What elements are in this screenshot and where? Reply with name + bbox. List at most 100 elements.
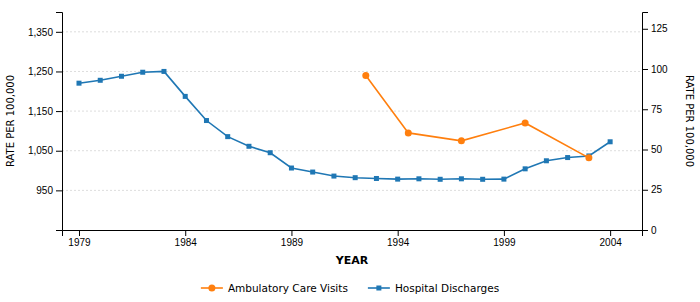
- grid-line: [62, 150, 642, 151]
- point: [459, 176, 464, 181]
- legend-marker: [376, 286, 381, 291]
- tick-mark: [56, 71, 62, 72]
- legend-item: Hospital Discharges: [368, 282, 499, 294]
- point: [522, 119, 529, 126]
- tick-mark: [56, 111, 62, 112]
- chart: 1979 1984 1989 1994 1999 2004 950 1,050 1,150 1,2…: [0, 0, 700, 302]
- tick-label: 1,250: [28, 66, 53, 77]
- y2-axis: 0 25 50 75 100 125: [642, 13, 668, 236]
- point: [565, 155, 570, 160]
- tick-mark: [398, 230, 399, 236]
- tick: 1,250: [28, 66, 62, 77]
- tick: 1,350: [28, 27, 62, 38]
- tick-mark: [291, 230, 292, 236]
- tick: 2004: [600, 230, 623, 248]
- tick: 1984: [175, 230, 198, 248]
- grid: [62, 32, 642, 191]
- tick-label: 50: [651, 144, 663, 155]
- plot: 1979 1984 1989 1994 1999 2004 950 1,050 1,150 1,2…: [28, 13, 668, 249]
- tick: 25: [642, 184, 663, 195]
- line: [79, 71, 610, 179]
- tick-label: 2004: [600, 237, 623, 248]
- legend-label: Hospital Discharges: [395, 282, 499, 294]
- tick-mark: [642, 190, 648, 191]
- tick-mark: [185, 230, 186, 236]
- y2-axis-title: RATE PER 100,000: [684, 75, 695, 167]
- tick-label: 1,050: [28, 145, 53, 156]
- tick-label: 75: [651, 104, 663, 115]
- legend-marker: [208, 285, 215, 292]
- point: [362, 72, 369, 79]
- tick-mark: [56, 151, 62, 152]
- grid-line: [62, 31, 642, 32]
- legend: Ambulatory Care Visits Hospital Discharge…: [201, 282, 499, 294]
- series: [362, 72, 592, 161]
- point: [268, 150, 273, 155]
- point: [523, 166, 528, 171]
- tick-mark: [642, 69, 648, 70]
- tick-label: 1,150: [28, 106, 53, 117]
- tick: 1,050: [28, 145, 62, 156]
- point: [480, 177, 485, 182]
- tick: 125: [642, 23, 668, 34]
- y-axis: 950 1,050 1,150 1,250 1,350: [28, 13, 63, 231]
- tick-mark: [79, 230, 80, 236]
- point: [119, 74, 124, 79]
- point: [374, 176, 379, 181]
- tick-mark: [642, 109, 648, 110]
- tick: 100: [642, 64, 668, 75]
- series: [76, 69, 612, 182]
- point: [458, 137, 465, 144]
- tick-mark: [642, 150, 648, 151]
- point: [405, 129, 412, 136]
- point: [585, 154, 592, 161]
- point: [225, 134, 230, 139]
- point: [544, 158, 549, 163]
- tick-mark: [642, 29, 648, 30]
- legend-item: Ambulatory Care Visits: [201, 282, 348, 294]
- tick-label: 950: [36, 185, 53, 196]
- tick-mark: [56, 32, 62, 33]
- tick-mark: [610, 230, 611, 236]
- point: [140, 70, 145, 75]
- point: [608, 139, 613, 144]
- tick-label: 125: [651, 23, 668, 34]
- point: [353, 175, 358, 180]
- point: [289, 166, 294, 171]
- tick: 1994: [387, 230, 410, 248]
- tick-mark: [642, 230, 648, 231]
- point: [416, 176, 421, 181]
- tick: 1979: [68, 230, 91, 248]
- point: [395, 177, 400, 182]
- tick: 1989: [281, 230, 304, 248]
- point: [204, 118, 209, 123]
- point: [310, 170, 315, 175]
- axis-line: [56, 13, 63, 231]
- x-axis: 1979 1984 1989 1994 1999 2004: [63, 230, 643, 248]
- point: [246, 144, 251, 149]
- tick-label: 1994: [387, 237, 410, 248]
- tick: 75: [642, 104, 663, 115]
- point: [161, 69, 166, 74]
- point: [98, 78, 103, 83]
- tick: 1999: [493, 230, 516, 248]
- point: [501, 177, 506, 182]
- tick-label: 1,350: [28, 27, 53, 38]
- y-axis-title: RATE PER 100,000: [5, 75, 16, 167]
- tick-label: 25: [651, 184, 663, 195]
- legend-label: Ambulatory Care Visits: [228, 282, 348, 294]
- tick-label: 0: [651, 225, 657, 236]
- point: [331, 174, 336, 179]
- point: [76, 81, 81, 86]
- point: [438, 177, 443, 182]
- tick-mark: [504, 230, 505, 236]
- tick-label: 1999: [493, 237, 516, 248]
- axis-line: [63, 231, 643, 237]
- line: [366, 75, 589, 157]
- tick: 1,150: [28, 106, 62, 117]
- tick-label: 1979: [68, 237, 91, 248]
- marks: [76, 69, 612, 182]
- tick-mark: [56, 190, 62, 191]
- tick: 0: [642, 225, 657, 236]
- tick-label: 1984: [175, 237, 198, 248]
